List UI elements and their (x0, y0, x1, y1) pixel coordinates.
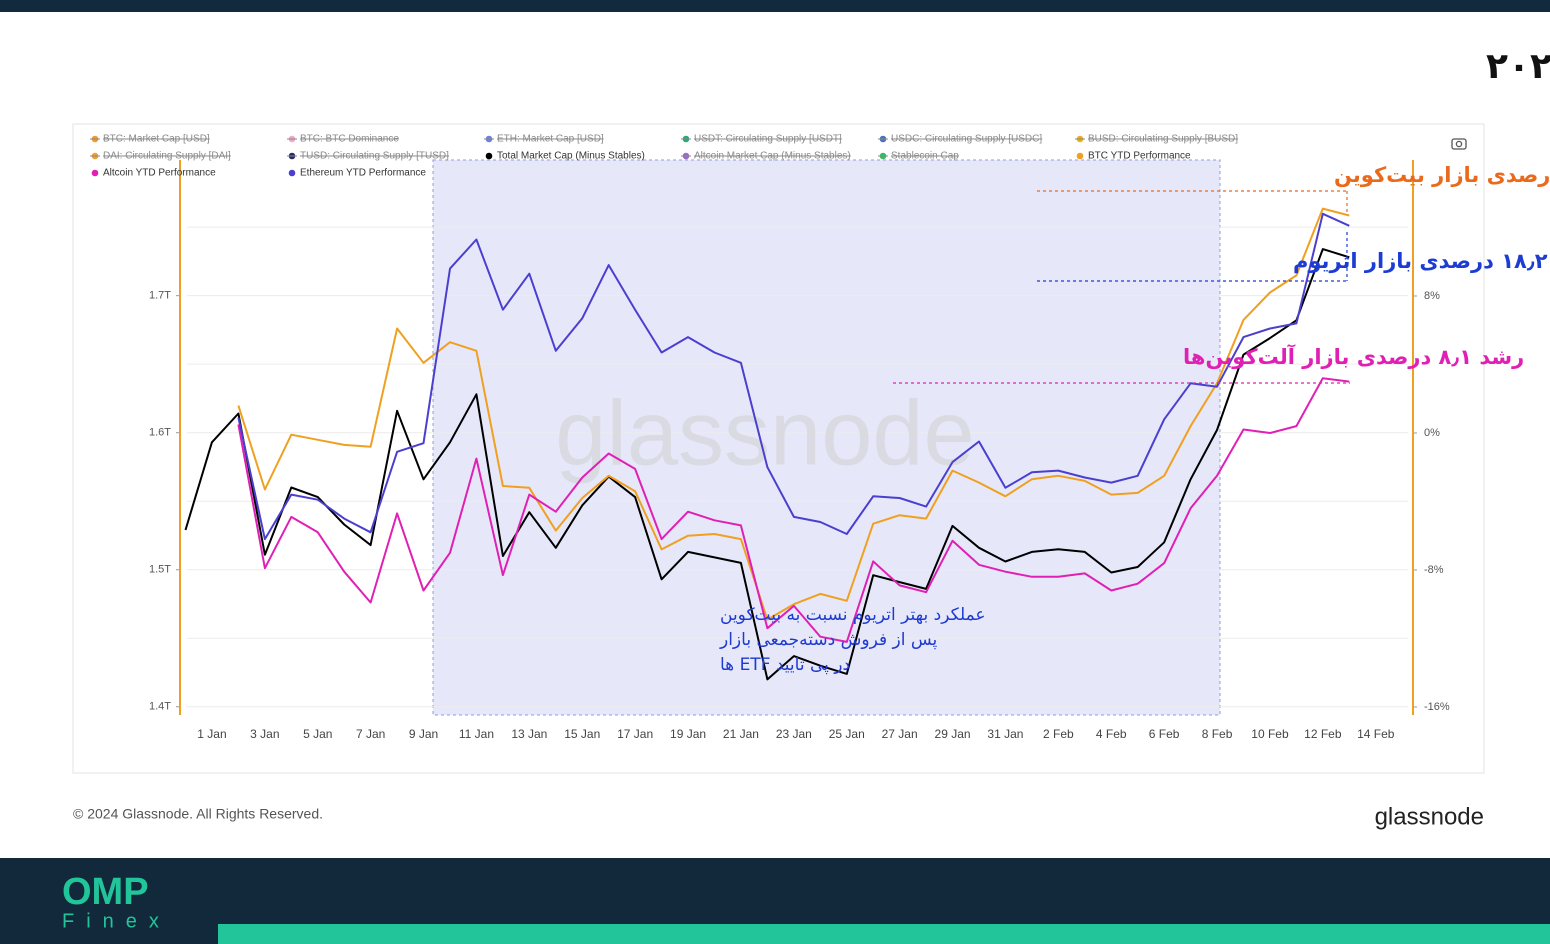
x-tick-label: 21 Jan (723, 727, 759, 741)
annotation-text: رشد ۱۸٫۲ درصدی بازار اتریوم (1293, 249, 1550, 273)
accent-strip (218, 924, 1550, 944)
y-tick-label: 1.4T (149, 701, 171, 713)
camera-icon[interactable] (1451, 138, 1467, 150)
annotation-text: در پی تایید ETF ها (720, 655, 850, 675)
brand-sub: Finex (62, 910, 171, 932)
x-tick-label: 31 Jan (987, 727, 1023, 741)
highlight-region (432, 159, 1221, 716)
x-tick-label: 12 Feb (1304, 727, 1342, 741)
y2-tick-label: 8% (1424, 290, 1440, 302)
x-tick-label: 25 Jan (829, 727, 865, 741)
legend-label: DAI: Circulating Supply [DAI] (103, 151, 231, 162)
y-tick-label: 1.7T (149, 290, 171, 302)
legend-label: TUSD: Circulating Supply [TUSD] (300, 151, 449, 162)
legend-label: USDT: Circulating Supply [USDT] (694, 134, 842, 145)
legend-label: Altcoin Market Cap (Minus Stables) (694, 151, 851, 162)
annotation-text: پس از فروش دسته‌جمعی بازار (719, 630, 938, 650)
x-tick-label: 2 Feb (1043, 727, 1074, 741)
y2-tick-label: 0% (1424, 427, 1440, 439)
legend-marker (1076, 152, 1084, 160)
x-tick-label: 7 Jan (356, 727, 385, 741)
legend-label: BTC: Market Cap [USD] (103, 134, 210, 145)
x-tick-label: 5 Jan (303, 727, 332, 741)
legend-marker (288, 169, 296, 177)
series-line (237, 207, 1350, 621)
series-line (184, 248, 1350, 681)
legend-label: Altcoin YTD Performance (103, 168, 216, 179)
footer-logo: glassnode (1375, 803, 1484, 830)
legend-label: Ethereum YTD Performance (300, 168, 426, 179)
y2-tick-label: -16% (1424, 701, 1450, 713)
y2-tick-label: -8% (1424, 564, 1444, 576)
page-title: عملکرد مارکت‌کپ ارزهای دیجیتال در سال ۲۰… (1486, 46, 1550, 87)
series-line (237, 212, 1350, 541)
legend-label: ETH: Market Cap [USD] (497, 134, 604, 145)
x-tick-label: 6 Feb (1149, 727, 1180, 741)
x-tick-label: 9 Jan (409, 727, 438, 741)
x-tick-label: 3 Jan (250, 727, 279, 741)
x-tick-label: 1 Jan (197, 727, 226, 741)
annotation-text: عملکرد بهتر اتریوم نسبت به بیت‌کوین (720, 605, 986, 625)
legend-label: USDC: Circulating Supply [USDC] (891, 134, 1042, 145)
x-tick-label: 15 Jan (564, 727, 600, 741)
legend-marker (485, 152, 493, 160)
x-tick-label: 29 Jan (935, 727, 971, 741)
x-tick-label: 11 Jan (459, 727, 494, 741)
x-tick-label: 10 Feb (1251, 727, 1289, 741)
legend-label: Stablecoin Cap (891, 151, 959, 162)
y-tick-label: 1.5T (149, 564, 171, 576)
copyright: © 2024 Glassnode. All Rights Reserved. (73, 806, 323, 822)
brand-name: OMP (62, 871, 149, 913)
legend-label: BTC YTD Performance (1088, 151, 1191, 162)
x-tick-label: 8 Feb (1202, 727, 1233, 741)
legend-marker (91, 169, 99, 177)
x-tick-label: 23 Jan (776, 727, 812, 741)
x-tick-label: 17 Jan (617, 727, 653, 741)
y-tick-label: 1.6T (149, 427, 171, 439)
legend-label: BTC: BTC Dominance (300, 134, 399, 145)
annotation-text: رشد ۱۷٫۶ درصدی بازار بیت‌کوین (1334, 163, 1550, 187)
x-tick-label: 13 Jan (511, 727, 547, 741)
x-tick-label: 19 Jan (670, 727, 706, 741)
annotation-text: رشد ۸٫۱ درصدی بازار آلت‌کوین‌ها (1183, 344, 1524, 369)
x-tick-label: 14 Feb (1357, 727, 1395, 741)
top-bar (0, 0, 1550, 12)
legend-label: BUSD: Circulating Supply [BUSD] (1088, 134, 1238, 145)
x-tick-label: 27 Jan (882, 727, 918, 741)
watermark: glassnode (555, 382, 974, 484)
x-tick-label: 4 Feb (1096, 727, 1127, 741)
series-line (237, 377, 1350, 643)
legend-label: Total Market Cap (Minus Stables) (497, 151, 645, 162)
